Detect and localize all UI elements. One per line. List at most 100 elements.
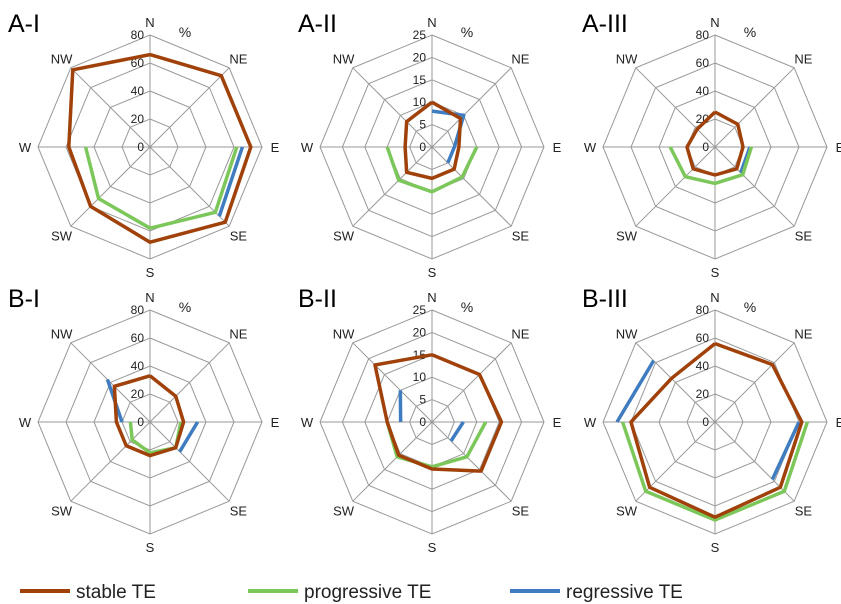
series-line-stable <box>67 52 253 244</box>
tick-label: 40 <box>696 84 710 98</box>
series-line-stable <box>112 374 186 458</box>
unit-label: % <box>461 24 473 40</box>
grid-spoke <box>352 146 433 227</box>
series-line-regressive <box>615 359 656 423</box>
direction-label-se: SE <box>795 228 813 243</box>
direction-label-w: W <box>301 140 314 155</box>
grid-spoke <box>635 67 716 148</box>
tick-label: 40 <box>131 359 145 373</box>
tick-label: 0 <box>137 140 144 154</box>
direction-label-se: SE <box>230 228 248 243</box>
grid-spoke <box>352 67 433 148</box>
tick-label: 5 <box>419 118 426 132</box>
tick-label: 20 <box>131 387 145 401</box>
direction-label-w: W <box>19 415 32 430</box>
direction-label-s: S <box>428 540 437 555</box>
grid-spoke <box>635 342 716 423</box>
grid-spoke <box>352 421 433 502</box>
tick-label: 20 <box>413 325 427 339</box>
grid-spoke <box>149 67 230 148</box>
direction-label-sw: SW <box>616 228 638 243</box>
grid-spoke <box>149 342 230 423</box>
series-line-stable <box>629 341 804 519</box>
direction-label-e: E <box>553 415 562 430</box>
grid-spoke <box>352 342 433 423</box>
series-line-regressive <box>178 421 200 453</box>
grid-spoke <box>70 146 151 227</box>
unit-label: % <box>744 299 756 315</box>
direction-label-e: E <box>836 140 841 155</box>
series-line-progressive <box>668 146 754 186</box>
direction-label-w: W <box>301 415 314 430</box>
grid-spoke <box>714 146 795 227</box>
direction-label-ne: NE <box>229 52 247 67</box>
direction-label-n: N <box>710 290 719 305</box>
radar-panel-a-ii: 0 5 10 15 20 25N NE E SE S SW W NW% A-II <box>298 10 562 280</box>
tick-label: 40 <box>696 359 710 373</box>
legend-label-progressive: progressive TE <box>304 582 431 603</box>
direction-label-nw: NW <box>616 327 638 342</box>
grid-spoke <box>635 146 716 227</box>
direction-label-se: SE <box>795 503 813 518</box>
direction-label-nw: NW <box>51 52 73 67</box>
direction-label-ne: NE <box>511 327 529 342</box>
grid-spoke <box>431 342 512 423</box>
direction-label-n: N <box>145 290 154 305</box>
direction-label-n: N <box>710 15 719 30</box>
series-line-stable <box>373 353 504 473</box>
tick-label: 80 <box>131 303 145 317</box>
tick-label: 10 <box>413 95 427 109</box>
tick-label: 0 <box>419 415 426 429</box>
panel-label: A-I <box>8 10 40 38</box>
series-line-progressive <box>385 146 479 194</box>
direction-label-w: W <box>584 140 597 155</box>
tick-label: 15 <box>413 73 427 87</box>
grid-spoke <box>431 67 512 148</box>
direction-label-w: W <box>19 140 32 155</box>
legend-label-stable: stable TE <box>76 582 156 603</box>
panel-label: A-II <box>298 10 337 38</box>
direction-label-nw: NW <box>333 52 355 67</box>
radar-panel-b-i: 0 20 40 60 80N NE E SE S SW W NW% B-I <box>8 285 280 555</box>
tick-label: 80 <box>696 28 710 42</box>
direction-label-n: N <box>145 15 154 30</box>
series-line-stable <box>403 100 463 181</box>
tick-label: 0 <box>419 140 426 154</box>
direction-label-s: S <box>428 265 437 280</box>
direction-label-sw: SW <box>51 228 73 243</box>
direction-label-e: E <box>553 140 562 155</box>
tick-label: 5 <box>419 393 426 407</box>
direction-label-s: S <box>711 265 720 280</box>
tick-label: 80 <box>131 28 145 42</box>
tick-label: 60 <box>696 331 710 345</box>
direction-label-sw: SW <box>616 503 638 518</box>
direction-label-nw: NW <box>51 327 73 342</box>
panel-label: B-I <box>8 285 40 313</box>
unit-label: % <box>179 24 191 40</box>
tick-label: 40 <box>131 84 145 98</box>
direction-label-s: S <box>711 540 720 555</box>
series-line-regressive <box>449 421 465 442</box>
direction-label-n: N <box>427 290 436 305</box>
series-line-progressive <box>620 421 810 522</box>
grid-spoke <box>431 146 512 227</box>
tick-label: 25 <box>413 28 427 42</box>
radar-panel-b-iii: 0 20 40 60 80N NE E SE S SW W NW% B-III <box>582 285 841 555</box>
direction-label-e: E <box>271 140 280 155</box>
direction-label-w: W <box>584 415 597 430</box>
tick-label: 80 <box>696 303 710 317</box>
legend-label-regressive: regressive TE <box>566 582 683 603</box>
tick-label: 0 <box>702 415 709 429</box>
direction-label-se: SE <box>230 503 248 518</box>
direction-label-nw: NW <box>333 327 355 342</box>
direction-label-sw: SW <box>51 503 73 518</box>
direction-label-ne: NE <box>511 52 529 67</box>
direction-label-sw: SW <box>333 228 355 243</box>
direction-label-sw: SW <box>333 503 355 518</box>
unit-label: % <box>461 299 473 315</box>
grid-spoke <box>70 67 151 148</box>
series-line-regressive <box>770 421 801 481</box>
